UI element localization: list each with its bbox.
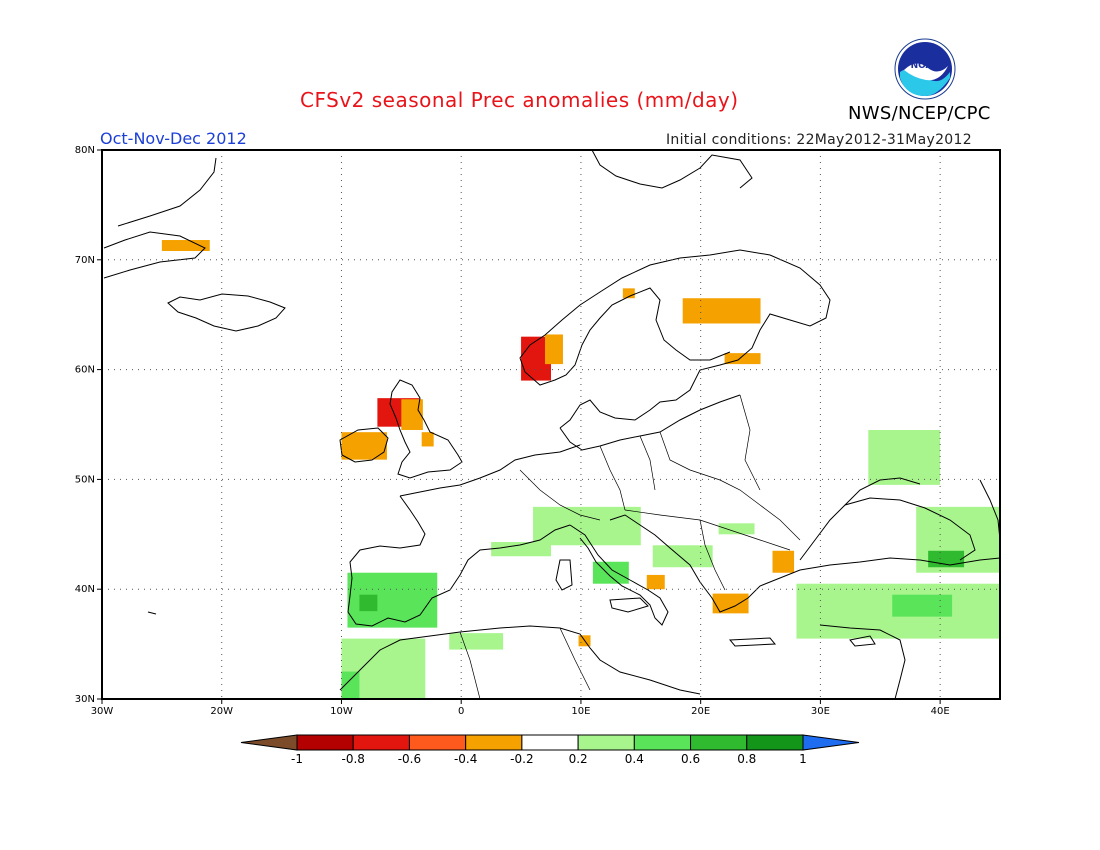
noaa-logo-icon: NOAA [894,38,956,100]
lon-tick-label: 20W [210,706,233,717]
colorbar-segment [746,734,804,751]
anomaly-patch [545,334,563,365]
anomaly-patch [401,399,423,430]
colorbar-segment [352,734,410,751]
colorbar-segment [296,734,354,751]
anomaly-patch [772,550,795,573]
colorbar-label: 0.2 [569,752,588,766]
anomaly-patch [533,506,641,546]
initial-conditions: Initial conditions: 22May2012-31May2012 [666,132,972,148]
anomaly-patch [592,561,629,584]
colorbar-label: 0.8 [737,752,756,766]
anomaly-patch [712,593,749,614]
colorbar: -1 -0.8 -0.6 -0.4 -0.2 0.2 0.4 0.6 0.8 1 [240,734,860,766]
anomaly-patch [622,288,635,299]
map-frame [101,149,1001,700]
lat-tick-label: 80N [75,145,95,156]
lon-tick-label: 20E [691,706,710,717]
lat-tick-label: 40N [75,584,95,595]
agency-label: NWS/NCEP/CPC [848,103,991,124]
lat-tick-label: 60N [75,365,95,376]
lon-tick-label: 30W [91,706,114,717]
lon-tick-label: 30E [811,706,830,717]
anomaly-patch [718,523,755,535]
latitude-labels: 80N 70N 60N 50N 40N 30N [75,145,102,705]
country-borders [459,394,801,699]
anomaly-patch [646,574,665,590]
anomaly-patch [341,671,360,699]
colorbar-label: 0.6 [681,752,700,766]
colorbar-label: -0.6 [398,752,421,766]
anomaly-patch [449,633,504,650]
colorbar-label: -0.4 [454,752,477,766]
longitude-labels: 30W 20W 10W 0 10E 20E 30E 40E [91,699,950,717]
colorbar-label: -0.2 [510,752,533,766]
colorbar-segment [690,734,748,751]
colorbar-segment [577,734,635,751]
colorbar-label: -1 [291,752,303,766]
logo-text: NOAA [911,61,940,71]
anomaly-patch [652,545,713,568]
colorbar-left-arrow [240,734,298,751]
lat-tick-label: 30N [75,694,95,705]
colorbar-right-arrow [802,734,860,751]
anomaly-patch [892,594,953,617]
lon-tick-label: 10E [571,706,590,717]
anomaly-patch [359,594,378,612]
colorbar-segment [633,734,692,751]
anomaly-patch [421,432,434,447]
colorbar-segment [408,734,467,751]
chart-title: CFSv2 seasonal Prec anomalies (mm/day) [300,88,739,112]
lat-tick-label: 50N [75,474,95,485]
colorbar-label: 1 [799,752,807,766]
anomaly-patch [724,353,761,365]
forecast-period: Oct-Nov-Dec 2012 [100,129,247,148]
lon-tick-label: 10W [330,706,353,717]
anomaly-patch [682,298,761,324]
anomaly-patch [491,541,551,557]
lon-tick-label: 40E [931,706,950,717]
colorbar-segment [521,734,579,751]
lat-tick-label: 70N [75,255,95,266]
anomaly-patch [341,432,387,460]
colorbar-label: -0.8 [342,752,365,766]
colorbar-label: 0.4 [625,752,644,766]
lon-tick-label: 0 [458,706,464,717]
anomaly-patch [868,429,941,485]
anomaly-patch [161,240,210,252]
colorbar-segment [465,734,523,751]
